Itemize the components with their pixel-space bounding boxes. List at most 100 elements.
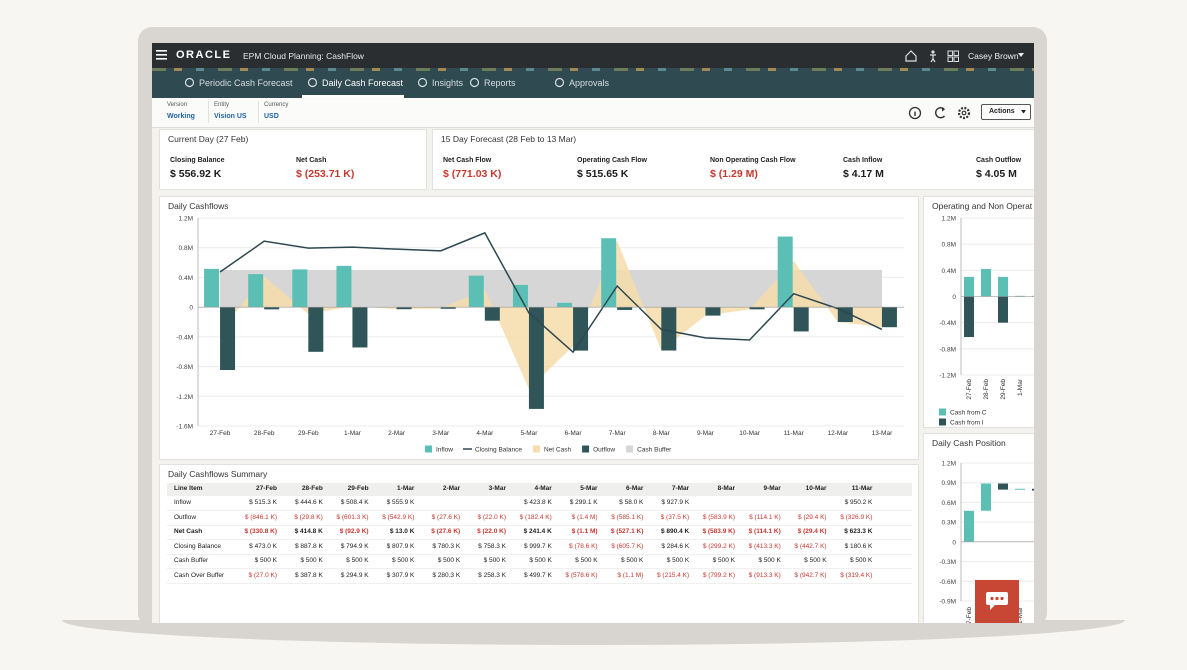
chat-dot	[995, 596, 999, 601]
waterfall-bar	[998, 483, 1008, 490]
menu-icon-line	[156, 50, 167, 52]
table-cell: $ 500 K	[758, 557, 781, 565]
kpi-value: $ (1.29 M)	[710, 168, 758, 180]
chart: 1.2M 0.8M 0.4M 0 -0.4M -0.8M -1.2M 27-Feb 28-Feb…	[939, 216, 1034, 427]
y-tick-label: 0.6M	[942, 500, 956, 507]
area-series	[220, 240, 882, 389]
bar	[573, 307, 589, 351]
table-cell: $ (326.9 K)	[840, 513, 873, 521]
y-tick-label: -1.2M	[176, 394, 193, 401]
y-tick-label: 1.2M	[179, 216, 193, 223]
nav-tab[interactable]: Periodic Cash Forecast	[199, 78, 293, 88]
menu-icon-line	[156, 58, 167, 60]
table-cell: $ 13.0 K	[389, 528, 415, 536]
table-cell: $ 500 K	[804, 557, 827, 565]
chart-title: Daily Cashflows	[168, 201, 229, 211]
table-cell: $ 58.0 K	[619, 499, 644, 506]
pov-value[interactable]: Vision US	[214, 113, 247, 120]
legend-label: Closing Balance	[475, 447, 522, 454]
table-cell: $ 758.3 K	[478, 542, 506, 550]
kpi-value: $ 4.05 M	[976, 168, 1017, 180]
kpi-label: Net Cash Flow	[443, 157, 492, 164]
nav-tab[interactable]: Daily Cash Forecast	[322, 78, 404, 88]
waterfall-bar	[981, 483, 991, 511]
table-cell: $ 887.8 K	[294, 542, 323, 550]
tab-icon-shape	[184, 77, 195, 88]
table-cell: $ (215.4 K)	[657, 572, 690, 579]
actions-button[interactable]: Actions	[981, 104, 1031, 120]
y-tick-label: 0	[952, 539, 956, 546]
table-row-label: Cash Buffer	[174, 557, 209, 565]
table-cell: $ (78.6 K)	[569, 542, 598, 550]
table-cell: $ (114.1 K)	[748, 528, 781, 536]
nav-tab[interactable]: Insights	[432, 78, 464, 88]
table-header-cell: 5-Mar	[580, 485, 598, 492]
table-cell: $ (37.5 K)	[660, 513, 690, 521]
table-cell: $ (913.3 K)	[748, 572, 781, 579]
info-icon[interactable]	[908, 106, 922, 120]
tab-icon	[469, 77, 480, 88]
nav-tab[interactable]: Approvals	[569, 78, 610, 88]
y-tick-label: -0.8M	[939, 346, 956, 353]
x-tick-label: 29-Feb	[1000, 379, 1007, 400]
bar	[468, 275, 484, 308]
bar	[484, 307, 500, 321]
pov-separator	[208, 101, 209, 123]
x-tick-label: 28-Feb	[254, 430, 275, 437]
chat-button[interactable]	[975, 580, 1019, 623]
user-caret	[1018, 53, 1024, 57]
user-menu[interactable]: Casey Brown	[968, 51, 1019, 61]
table-cell: $ (299.2 K)	[702, 542, 735, 550]
pov-icons	[908, 106, 971, 120]
y-tick-label: 0	[189, 305, 193, 312]
home-icon[interactable]	[905, 50, 917, 62]
y-tick-label: -0.4M	[939, 320, 956, 327]
table-cell: $ 500 K	[254, 557, 277, 565]
table-cell: $ 500 K	[575, 557, 598, 565]
legend-marker	[626, 445, 634, 453]
y-tick-label: 0.8M	[942, 242, 956, 249]
table-cell: $ (182.4 K)	[519, 513, 552, 521]
refresh-icon[interactable]	[935, 107, 946, 119]
pov-bar: Version Working Entity Vision US Currency USD…	[152, 98, 1034, 128]
table-header-cell: 10-Mar	[805, 485, 827, 492]
x-tick-label: 4-Mar	[476, 430, 494, 437]
kpi-card: Current Day (27 Feb) Closing Balance $ 556…	[159, 129, 427, 190]
bar	[998, 296, 1008, 323]
y-tick-label: 0.8M	[179, 245, 193, 252]
table-header-row	[167, 483, 912, 496]
bar	[617, 307, 633, 310]
table-header-cell: Line Item	[174, 485, 203, 492]
table-cell: $ 927.9 K	[661, 499, 690, 506]
table-header-cell: 7-Mar	[671, 485, 690, 492]
bar	[336, 265, 352, 308]
table-cell: $ (22.0 K)	[477, 528, 506, 536]
y-tick-label: -0.6M	[939, 579, 956, 586]
menu-button[interactable]	[156, 50, 168, 61]
tab-icon-shape	[417, 77, 428, 88]
y-tick-label: -1.2M	[939, 373, 956, 380]
table-cell: $ 500 K	[529, 557, 552, 565]
table-header-cell: 29-Feb	[347, 485, 369, 492]
y-tick-label: 0.4M	[942, 268, 956, 275]
grid-icon-cell	[953, 56, 959, 62]
bar	[308, 307, 324, 352]
header-icons	[905, 50, 959, 63]
kpi-card-title: Current Day (27 Feb)	[168, 134, 249, 144]
table-cell: $ (92.9 K)	[339, 528, 369, 536]
pov-value[interactable]: USD	[264, 113, 279, 120]
pov-value[interactable]: Working	[167, 113, 195, 120]
bar	[264, 307, 280, 310]
bar	[661, 307, 677, 351]
table-cell: $ (22.0 K)	[477, 513, 506, 521]
bar	[705, 307, 721, 316]
bar	[440, 307, 456, 309]
table-cell: $ (942.7 K)	[794, 572, 827, 579]
settings-icon[interactable]	[957, 106, 971, 120]
table-cell: $ (413.3 K)	[748, 542, 781, 550]
table-cell: $ (29.4 K)	[798, 513, 827, 521]
grid-icon-cell	[947, 50, 953, 56]
nav-tab[interactable]: Reports	[484, 78, 516, 88]
table-cell: $ 999.7 K	[523, 542, 552, 550]
